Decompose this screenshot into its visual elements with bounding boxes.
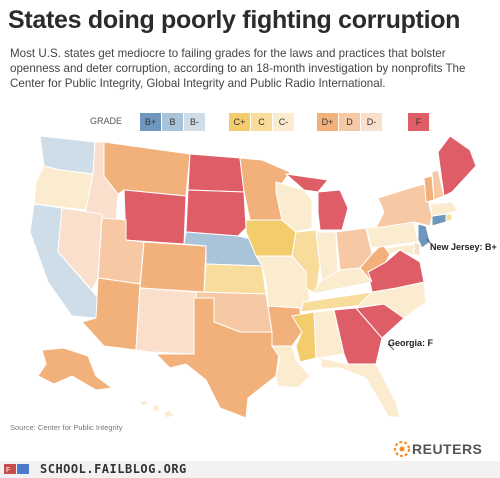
failblog-logo-icon: F bbox=[4, 464, 29, 474]
state-alaska: Alaska: D+ bbox=[37, 347, 114, 391]
state-new-york: New York: D bbox=[375, 183, 433, 229]
new-jersey-annotation: New Jersey: B+ bbox=[430, 242, 497, 252]
state-florida: Florida: C- bbox=[319, 357, 401, 419]
subtitle: Most U.S. states get mediocre to failing… bbox=[10, 47, 466, 90]
georgia-annotation: Georgia: F bbox=[388, 338, 434, 348]
legend-swatch-c: C bbox=[251, 113, 272, 131]
page-title: States doing poorly fighting corruption bbox=[8, 6, 461, 34]
legend-swatch-b-minus: B- bbox=[184, 113, 205, 131]
legend-swatch-f: F bbox=[408, 113, 429, 131]
state-new-mexico: New Mexico: D- bbox=[135, 287, 197, 355]
reuters-logo-text: REUTERS bbox=[412, 441, 483, 457]
legend-swatch-c-minusplus: C+ bbox=[229, 113, 250, 131]
legend-swatch-d-minus: D- bbox=[361, 113, 382, 131]
reuters-logo-icon bbox=[394, 441, 410, 457]
state-nevada: Nevada: D- bbox=[57, 207, 103, 291]
us-map: Washington: B-Oregon: C-California: B-Id… bbox=[29, 135, 477, 419]
state-delaware: Delaware: D- bbox=[413, 241, 421, 257]
state-arkansas: Arkansas: D+ bbox=[267, 305, 303, 347]
svg-text:F: F bbox=[6, 467, 10, 474]
state-wisconsin: Wisconsin: C- bbox=[275, 181, 313, 233]
legend-label: GRADE bbox=[90, 116, 123, 126]
footer-site-link[interactable]: SCHOOL.FAILBLOG.ORG bbox=[40, 462, 187, 476]
state-maryland: Maryland: C- bbox=[385, 243, 415, 257]
new-jersey-leader bbox=[426, 238, 432, 245]
legend-swatch-c-minus: C- bbox=[273, 113, 294, 131]
state-kansas: Kansas: C bbox=[203, 263, 267, 295]
legend-swatch-d-minusplus: D+ bbox=[317, 113, 338, 131]
state-south-dakota: South Dakota: F bbox=[185, 189, 247, 237]
footer-bar bbox=[0, 461, 500, 478]
georgia-leader bbox=[387, 343, 395, 351]
state-wyoming: Wyoming: F bbox=[123, 189, 187, 245]
state-maine: Maine: F bbox=[437, 135, 477, 197]
grade-legend: GRADE B+ B B- C+ C C- D+ D D- F bbox=[0, 112, 500, 132]
state-hawaii: Hawaii: C- bbox=[139, 399, 175, 419]
state-oregon: Oregon: C- bbox=[33, 165, 94, 211]
state-massachusetts: Massachusetts: C- bbox=[429, 201, 459, 217]
source-note: Source: Center for Public Integrity bbox=[10, 423, 123, 432]
state-rhode-island: Rhode Island: C bbox=[445, 213, 453, 223]
state-virginia: Virginia: F bbox=[367, 249, 425, 293]
state-louisiana: Louisiana: C- bbox=[271, 345, 311, 389]
legend-swatch-d: D bbox=[339, 113, 360, 131]
state-new-jersey: New Jersey: B+ bbox=[417, 223, 431, 249]
legend-swatch-b: B bbox=[162, 113, 183, 131]
state-colorado: Colorado: D+ bbox=[139, 241, 207, 293]
state-west-virginia: West Virginia: D+ bbox=[359, 243, 391, 283]
state-texas: Texas: D+ bbox=[154, 297, 281, 419]
state-montana: Montana: D+ bbox=[103, 141, 191, 197]
state-michigan: Michigan: F bbox=[284, 173, 349, 231]
legend-swatch-b-minusplus: B+ bbox=[140, 113, 161, 131]
state-north-dakota: North Dakota: F bbox=[187, 153, 245, 193]
